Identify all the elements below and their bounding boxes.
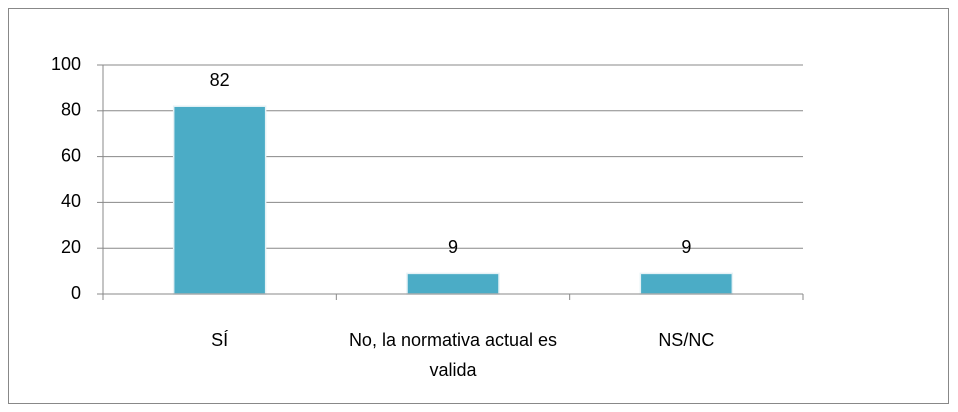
x-tick-label-box: No, la normativa actual es valida: [348, 330, 558, 380]
y-tick-label: 60: [61, 145, 81, 165]
bar: [406, 272, 500, 295]
x-tick-label: NS/NC: [658, 330, 715, 350]
bar: [639, 272, 734, 295]
y-tick-label: 100: [51, 54, 81, 74]
x-tick-label-box: SÍ: [211, 330, 229, 350]
bar: [172, 105, 267, 295]
x-tick-label: SÍ: [211, 330, 229, 350]
chart-border: [8, 8, 949, 404]
data-label: 9: [681, 237, 691, 257]
y-tick-label: 0: [71, 283, 81, 303]
data-label: 82: [210, 70, 230, 90]
data-label: 9: [448, 237, 458, 257]
x-tick-label: No, la normativa actual es valida: [348, 330, 558, 380]
y-tick-label: 20: [61, 237, 81, 257]
y-tick-label: 80: [61, 100, 81, 120]
x-tick-label-box: NS/NC: [658, 330, 715, 350]
y-tick-label: 40: [61, 191, 81, 211]
